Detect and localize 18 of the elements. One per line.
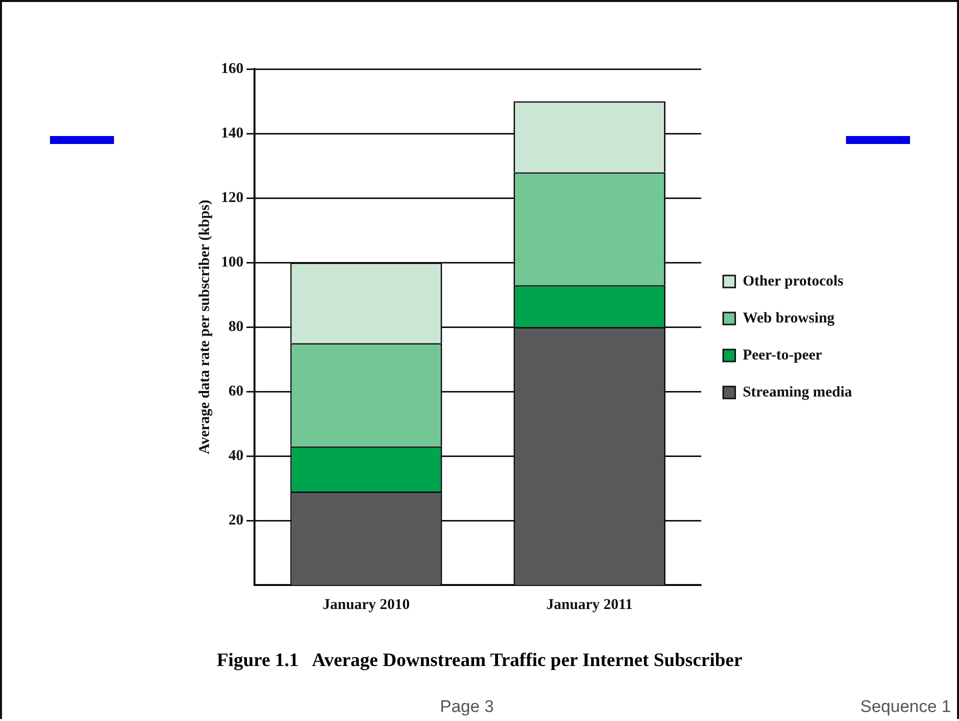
y-tick-label: 20 — [228, 512, 244, 528]
y-tick-label: 160 — [221, 60, 244, 77]
y-tick-label: 120 — [221, 190, 244, 206]
x-tick-label: January 2010 — [322, 596, 410, 613]
legend-label: Peer-to-peer — [742, 347, 822, 364]
text: Page 3 — [440, 697, 494, 717]
legend-label: Streaming media — [742, 384, 852, 400]
x-tick-label: January 2011 — [546, 596, 633, 613]
text: Figure 1.1 Average Downstream Traffic per Internet Subscriber — [216, 650, 744, 672]
y-tick-label: 140 — [221, 125, 244, 142]
legend-label: Other protocols — [742, 273, 844, 290]
y-tick-label: 60 — [228, 383, 244, 400]
y-tick-label: 100 — [221, 254, 244, 270]
y-tick-label: 40 — [228, 448, 244, 464]
text: Sequence 1 — [860, 697, 951, 717]
legend-label: Web browsing — [742, 310, 836, 326]
y-axis-title: Average data rate per subscriber (kbps) — [196, 200, 213, 454]
y-tick-label: 80 — [228, 318, 244, 335]
